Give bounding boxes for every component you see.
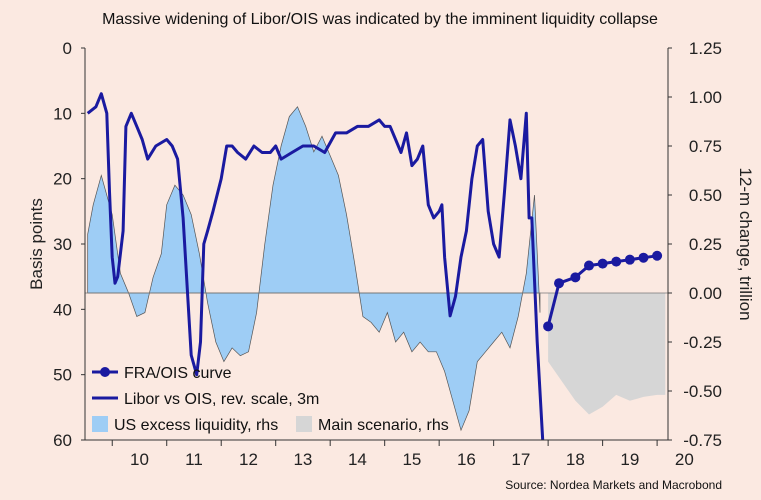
left-tick-label: 10 — [53, 104, 72, 123]
x-tick-label: 16 — [457, 450, 476, 469]
legend: FRA/OIS curve Libor vs OIS, rev. scale, 3… — [92, 365, 449, 434]
point-fra-ois-curve — [554, 278, 565, 289]
x-tick-label: 12 — [239, 450, 258, 469]
left-tick-label: 60 — [53, 431, 72, 450]
x-tick-label: 10 — [130, 450, 149, 469]
left-axis-label: Basis points — [27, 198, 46, 290]
line-series — [86, 92, 663, 441]
area-us-excess-liquidity-rhs — [87, 106, 541, 432]
legend-label-fra-ois-curve: FRA/OIS curve — [124, 365, 232, 382]
point-fra-ois-curve — [611, 256, 622, 267]
left-tick-label: 40 — [53, 300, 72, 319]
x-tick-label: 19 — [620, 450, 639, 469]
right-tick-label: 0.25 — [689, 235, 722, 254]
right-tick-label: 0.75 — [689, 137, 722, 156]
right-tick-label: -0.25 — [683, 333, 722, 352]
legend-swatch-us-excess-liquidity-rhs — [92, 416, 108, 432]
left-tick-label: 0 — [63, 39, 72, 58]
right-tick-label: 1.00 — [689, 88, 722, 107]
point-fra-ois-curve — [583, 260, 594, 271]
point-fra-ois-curve — [597, 258, 608, 269]
left-tick-label: 50 — [53, 366, 72, 385]
x-axis: 10 11 12 13 14 15 16 17 18 19 20 — [111, 440, 694, 469]
point-fra-ois-curve — [638, 252, 649, 263]
x-tick-label: 14 — [348, 450, 367, 469]
right-tick-label: -0.50 — [683, 382, 722, 401]
chart-title: Massive widening of Libor/OIS was indica… — [102, 11, 658, 28]
legend-label-us-excess-liquidity-rhs: US excess liquidity, rhs — [114, 417, 278, 434]
left-axis: 0 10 20 30 40 50 60 — [53, 39, 85, 450]
right-tick-label: 1.25 — [689, 39, 722, 58]
point-fra-ois-curve — [624, 254, 635, 265]
left-tick-label: 30 — [53, 235, 72, 254]
legend-label-libor-vs-ois-rev-scale-3m: Libor vs OIS, rev. scale, 3m — [124, 391, 319, 408]
legend-marker-fra-ois-curve — [100, 367, 110, 377]
source-note: Source: Nordea Markets and Macrobond — [505, 478, 722, 492]
x-tick-label: 13 — [293, 450, 312, 469]
x-tick-label: 20 — [675, 450, 694, 469]
x-tick-label: 18 — [566, 450, 585, 469]
legend-swatch-main-scenario-rhs — [296, 416, 312, 432]
right-axis: 1.25 1.00 0.75 0.50 0.25 0.00 -0.25 -0.50 -0.75 — [668, 39, 722, 450]
point-fra-ois-curve — [570, 272, 581, 283]
legend-label-main-scenario-rhs: Main scenario, rhs — [318, 417, 449, 434]
x-tick-label: 11 — [185, 450, 203, 469]
area-series — [87, 106, 666, 432]
right-tick-label: -0.75 — [683, 431, 722, 450]
right-tick-label: 0.50 — [689, 186, 722, 205]
right-axis-label: 12-m change, trillion — [736, 167, 755, 320]
left-tick-label: 20 — [53, 170, 72, 189]
line-libor-vs-ois-rev-scale-3m — [86, 92, 545, 441]
right-tick-label: 0.00 — [689, 284, 722, 303]
area-main-scenario-rhs — [548, 293, 666, 415]
x-tick-label: 15 — [402, 450, 421, 469]
x-tick-label: 17 — [511, 450, 530, 469]
point-fra-ois-curve — [652, 250, 663, 261]
point-fra-ois-curve — [543, 321, 554, 332]
